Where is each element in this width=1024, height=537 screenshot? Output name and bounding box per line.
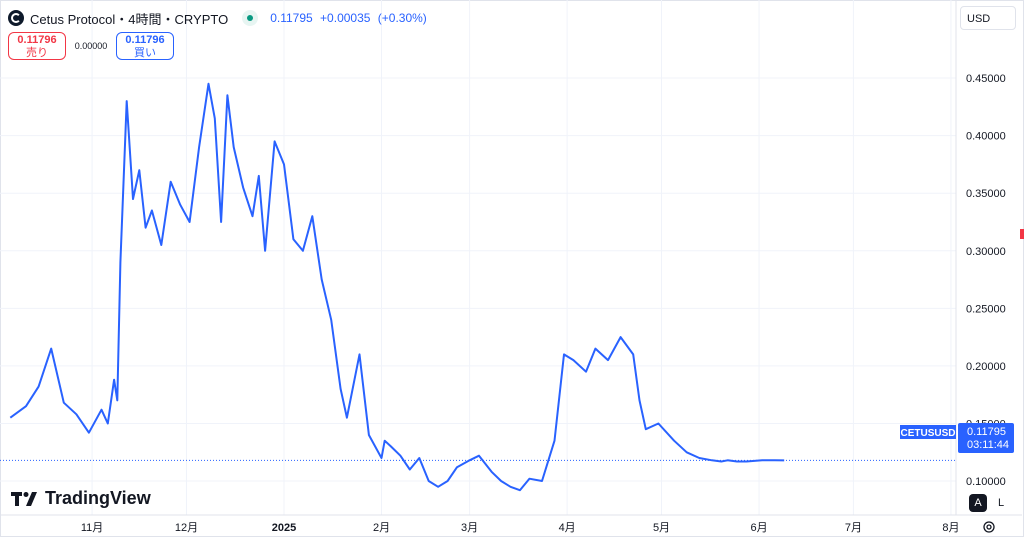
x-tick-label: 11月 <box>81 522 103 534</box>
spread-value: 0.00000 <box>74 41 108 51</box>
watermark-text: TradingView <box>45 488 151 508</box>
y-tick-label: 0.10000 <box>966 476 1006 488</box>
buy-button[interactable]: 0.11796 買い <box>116 32 174 60</box>
sell-label: 売り <box>26 47 48 59</box>
y-tick-label: 0.20000 <box>966 361 1006 373</box>
x-tick-label: 12月 <box>175 522 198 534</box>
x-tick-label: 3月 <box>461 522 478 534</box>
last-price-text: 0.11795 <box>967 426 1006 438</box>
bar-countdown-text: 03:11:44 <box>967 439 1009 451</box>
header-change-pct: (+0.30%) <box>377 11 427 25</box>
header-change: +0.00035 <box>320 11 371 25</box>
x-tick-label: 4月 <box>559 522 576 534</box>
tradingview-watermark[interactable]: TradingView <box>11 488 151 509</box>
y-tick-label: 0.45000 <box>966 73 1006 85</box>
symbol-title[interactable]: Cetus Protocol・4時間・CRYPTO <box>30 11 229 27</box>
symbol-tag-text: CETUSUSD <box>900 428 955 439</box>
header-quote: 0.11795 +0.00035 (+0.30%) <box>270 11 431 25</box>
y-tick-label: 0.30000 <box>966 246 1006 258</box>
symbol-tag <box>900 425 956 439</box>
trade-buttons: 0.11796 売り 0.00000 0.11796 買い <box>8 32 174 60</box>
alert-marker <box>1020 229 1024 239</box>
x-tick-label: 2025 <box>272 522 296 534</box>
x-tick-label: 2月 <box>373 522 390 534</box>
price-series-line <box>9 82 785 492</box>
x-tick-label: 6月 <box>750 522 767 534</box>
sell-price: 0.11796 <box>17 34 57 46</box>
last-price-label: CETUSUSD 0.11795 03:11:44 <box>900 423 1014 453</box>
time-axis[interactable]: 11月 12月 2025 2月 3月 4月 5月 6月 7月 8月 <box>81 522 960 534</box>
log-scale-button[interactable]: L <box>997 497 1005 509</box>
buy-label: 買い <box>134 47 156 59</box>
y-tick-label: 0.35000 <box>966 188 1006 200</box>
x-tick-label: 7月 <box>845 522 862 534</box>
cetus-logo-icon <box>8 10 24 26</box>
price-axis[interactable]: 0.100000.150000.200000.250000.300000.350… <box>966 73 1006 488</box>
x-tick-label: 5月 <box>653 522 670 534</box>
sell-button[interactable]: 0.11796 売り <box>8 32 66 60</box>
market-status-icon[interactable] <box>242 10 259 26</box>
auto-scale-button[interactable]: A <box>969 494 987 512</box>
header-price: 0.11795 <box>270 11 313 25</box>
settings-gear-icon[interactable] <box>981 519 997 535</box>
last-price-tag <box>958 423 1014 453</box>
y-tick-label: 0.40000 <box>966 131 1006 143</box>
symbol-header: Cetus Protocol・4時間・CRYPTO 0.11795 +0.000… <box>8 8 431 28</box>
x-tick-label: 8月 <box>942 522 959 534</box>
chart-grid <box>0 0 956 515</box>
buy-price: 0.11796 <box>125 34 165 46</box>
y-tick-label: 0.25000 <box>966 303 1006 315</box>
currency-select[interactable]: USD <box>960 6 1016 30</box>
tradingview-logo-icon <box>11 491 37 506</box>
